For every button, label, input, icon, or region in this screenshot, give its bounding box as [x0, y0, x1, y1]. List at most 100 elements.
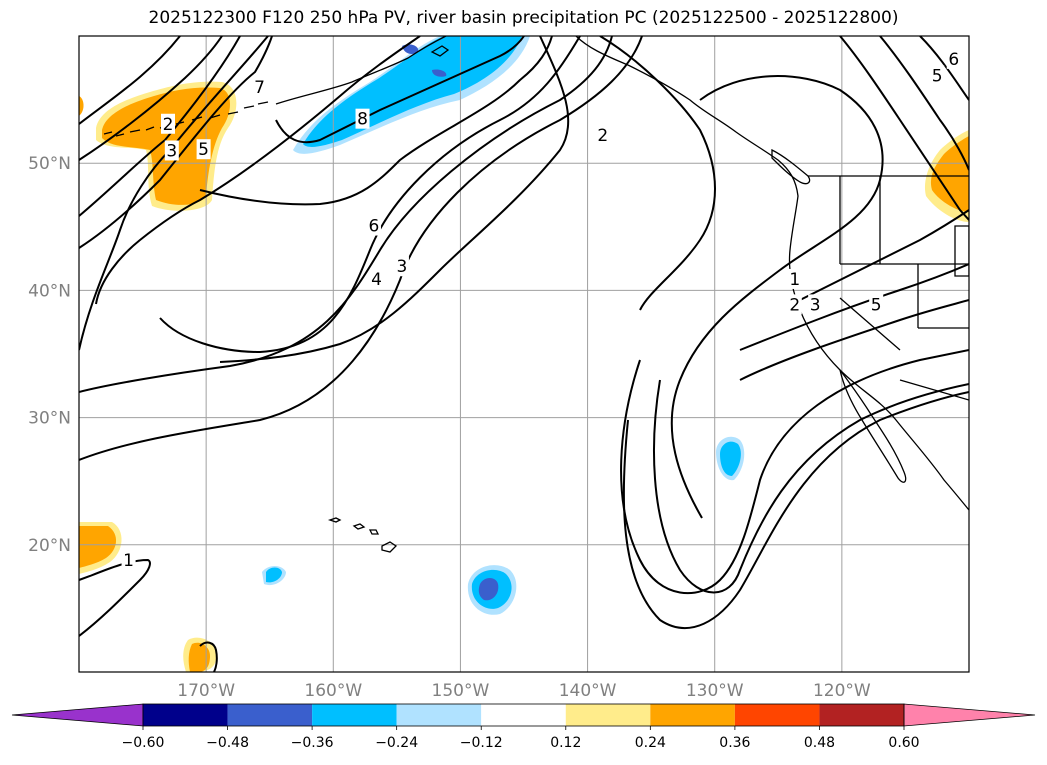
pv-contour	[839, 36, 969, 221]
colorbar-segment	[396, 704, 482, 726]
contour-label-halo	[161, 113, 175, 134]
contour-label: 5	[871, 295, 882, 315]
kodiak-island	[430, 45, 450, 57]
northwest-coast	[575, 36, 969, 511]
pv-contour	[79, 36, 241, 217]
colorbar-tick-label: 0.36	[719, 735, 750, 751]
contour-label-halo	[366, 215, 381, 236]
precipitation-shading	[79, 36, 969, 672]
lon-tick-label: 150°W	[432, 681, 490, 701]
colorbar-tick-label: −0.12	[460, 735, 503, 751]
colorbar-segment	[481, 704, 566, 726]
map-frame	[78, 35, 970, 673]
colorbar-tick-label: −0.24	[375, 735, 418, 751]
negative-pc-region	[266, 567, 282, 583]
contour-label: 4	[371, 270, 382, 290]
pv-contour	[879, 36, 969, 171]
colorbar-tick-label: 0.12	[550, 735, 581, 751]
colorbar-tick-label: 0.24	[635, 735, 666, 751]
colorbar-extend-low	[11, 703, 144, 727]
map-title: 2025122300 F120 250 hPa PV, river basin …	[148, 8, 899, 28]
colorbar-tick-label: −0.60	[122, 735, 165, 751]
contour-label-halo	[787, 294, 802, 315]
contour-label: 3	[397, 257, 408, 277]
negative-pc-region	[478, 578, 499, 601]
colorbar-segment	[819, 704, 904, 726]
lon-tick-label: 120°W	[813, 681, 871, 701]
contour-label: 3	[810, 295, 821, 315]
alaska-peninsula-coast	[275, 36, 447, 105]
axis-tick-labels: 170°W 160°W 150°W 140°W 130°W 120°W 20°N 30°N 40…	[28, 154, 871, 701]
lat-tick-label: 20°N	[28, 536, 71, 556]
contour-label: 7	[254, 78, 265, 98]
pv-contour	[79, 36, 613, 393]
pv-contour	[79, 36, 181, 125]
pv-contour	[79, 36, 269, 351]
pv-contour	[199, 36, 553, 206]
lat-tick-label: 30°N	[28, 409, 71, 429]
lon-tick-label: 160°W	[304, 681, 362, 701]
pv-contour	[79, 558, 151, 637]
contour-label: 2	[789, 295, 800, 315]
contour-label: 1	[123, 551, 134, 571]
pv-contours	[79, 36, 969, 672]
contour-label: 2	[163, 115, 174, 135]
lon-tick-label: 140°W	[559, 681, 617, 701]
colorbar-segment	[650, 704, 735, 726]
colorbar: −0.60 −0.48 −0.36 −0.24 −0.12 0.12 0.24 0.36 0.4…	[11, 703, 1036, 751]
contour-label: 1	[789, 270, 800, 290]
contour-label-halo	[869, 294, 884, 315]
contour-label-halo	[930, 65, 945, 86]
colorbar-segment	[312, 704, 397, 726]
pv-contour	[79, 36, 273, 249]
us-state-borders	[839, 176, 969, 401]
positive-pc-region	[79, 526, 117, 568]
pv-contour	[653, 379, 969, 594]
lat-tick-label: 50°N	[28, 154, 71, 174]
colorbar-segment	[143, 704, 228, 726]
lon-tick-label: 170°W	[177, 681, 235, 701]
contour-label-halo	[252, 76, 267, 97]
contour-label-halo	[196, 139, 211, 160]
contour-label: 5	[198, 140, 209, 160]
contour-label: 2	[597, 126, 608, 146]
pv-contour	[622, 391, 969, 630]
contour-label-halo	[164, 140, 179, 161]
contour-label-halo	[946, 48, 961, 69]
coastlines	[103, 36, 969, 553]
lat-tick-label: 40°N	[28, 281, 71, 301]
colorbar-segment	[227, 704, 313, 726]
pv-contour	[919, 36, 969, 101]
contour-label-halo	[121, 550, 136, 571]
pv-contour	[199, 641, 218, 672]
pv-contour	[79, 36, 643, 461]
colorbar-tick-label: −0.48	[206, 735, 249, 751]
hawaii-islands	[327, 517, 398, 553]
contour-label-halo	[787, 268, 802, 289]
negative-pc-region	[432, 69, 447, 77]
colorbar-extend-high	[903, 703, 1036, 727]
pv-contour	[599, 36, 716, 311]
contour-label-halo	[355, 108, 370, 129]
colorbar-segment	[565, 704, 651, 726]
colorbar-tick-label: 0.48	[804, 735, 835, 751]
positive-pc-region	[930, 136, 969, 212]
contour-label-halo	[595, 125, 610, 146]
positive-pc-region	[188, 642, 210, 672]
pv-contour	[670, 75, 884, 519]
pv-contour	[159, 36, 581, 354]
colorbar-tick-label: −0.36	[291, 735, 334, 751]
contour-label-halo	[369, 268, 384, 289]
positive-pc-region	[79, 96, 84, 116]
contour-label: 8	[357, 110, 368, 130]
pv-contour	[620, 349, 969, 594]
contour-label: 6	[948, 50, 959, 70]
contour-label-halo	[808, 294, 823, 315]
contour-label: 5	[932, 66, 943, 86]
colorbar-segment	[734, 704, 820, 726]
colorbar-tick-label: 0.60	[888, 735, 919, 751]
contour-label: 3	[166, 141, 177, 161]
pv-contour	[799, 209, 969, 301]
